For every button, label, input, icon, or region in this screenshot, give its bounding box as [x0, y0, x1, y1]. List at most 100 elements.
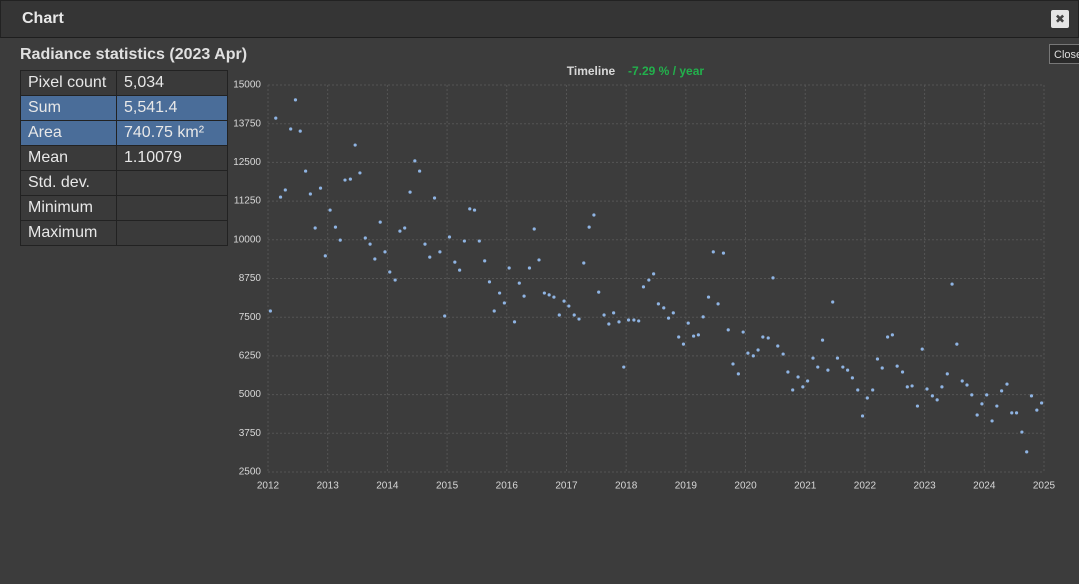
stat-value: 740.75 km² — [116, 120, 228, 146]
point — [323, 254, 327, 258]
point — [343, 178, 347, 182]
point — [368, 242, 372, 246]
x-tick-label: 2019 — [675, 481, 698, 492]
point — [716, 302, 720, 306]
point — [965, 383, 969, 387]
point — [761, 335, 765, 339]
point — [756, 348, 760, 352]
x-tick-label: 2021 — [794, 481, 817, 492]
point — [547, 293, 551, 297]
point — [846, 368, 850, 372]
point — [711, 250, 715, 254]
point — [960, 379, 964, 383]
x-tick-label: 2016 — [496, 481, 519, 492]
point — [393, 278, 397, 282]
point — [726, 328, 730, 332]
point — [910, 384, 914, 388]
point — [1020, 430, 1024, 434]
x-tick-label: 2023 — [913, 481, 936, 492]
point — [900, 370, 905, 374]
point — [532, 227, 536, 231]
point — [298, 129, 302, 133]
point — [662, 306, 666, 310]
point — [318, 186, 323, 190]
stat-label: Minimum — [20, 195, 117, 221]
point — [692, 334, 696, 338]
point — [458, 268, 462, 272]
point — [522, 294, 526, 298]
point — [860, 414, 865, 418]
point — [278, 195, 283, 199]
point — [731, 362, 735, 366]
point — [945, 372, 949, 376]
point — [487, 280, 492, 284]
point — [975, 413, 979, 417]
stat-value — [116, 170, 228, 196]
point — [408, 190, 412, 194]
point — [950, 282, 954, 286]
point — [880, 366, 884, 370]
y-tick-label: 15000 — [233, 80, 261, 91]
point — [920, 347, 924, 351]
point — [706, 295, 711, 299]
point — [970, 393, 974, 397]
point — [856, 388, 860, 392]
point — [557, 313, 561, 317]
point — [453, 260, 457, 264]
stat-value — [116, 195, 228, 221]
point — [925, 387, 929, 391]
y-tick-label: 12500 — [233, 157, 261, 168]
point — [432, 196, 437, 200]
y-tick-label: 11250 — [234, 196, 262, 207]
point — [304, 169, 308, 173]
x-tick-label: 2018 — [615, 481, 638, 492]
point — [816, 365, 820, 369]
point — [915, 404, 920, 408]
point — [686, 321, 690, 325]
stats-row: Pixel count 5,034 — [20, 70, 228, 96]
point — [1029, 394, 1034, 398]
point — [751, 354, 755, 358]
point — [562, 299, 566, 303]
point — [527, 266, 532, 270]
stat-value: 1.10079 — [116, 145, 228, 171]
point — [1025, 450, 1029, 454]
point — [552, 295, 556, 299]
x-tick-label: 2017 — [555, 481, 578, 492]
point — [641, 285, 646, 289]
point — [940, 385, 944, 389]
point — [308, 192, 312, 196]
point — [771, 276, 775, 280]
x-tick-label: 2020 — [734, 481, 757, 492]
point — [622, 365, 626, 369]
point — [841, 365, 845, 369]
point — [483, 259, 487, 263]
close-button[interactable]: Close — [1049, 44, 1079, 64]
point — [492, 309, 496, 313]
point — [666, 316, 671, 320]
point — [701, 315, 705, 319]
close-icon[interactable]: ✖ — [1051, 10, 1069, 28]
point — [472, 208, 477, 212]
point — [542, 291, 546, 295]
point — [537, 258, 541, 262]
point — [438, 250, 442, 254]
point — [935, 398, 939, 402]
point — [1014, 411, 1019, 415]
x-tick-label: 2022 — [854, 481, 877, 492]
y-tick-label: 8750 — [239, 273, 262, 284]
point — [447, 235, 452, 239]
point — [835, 356, 840, 360]
x-tick-label: 2015 — [436, 481, 459, 492]
point — [607, 322, 611, 326]
x-tick-label: 2024 — [973, 481, 996, 492]
point — [612, 311, 616, 315]
point — [617, 320, 621, 324]
point — [418, 169, 422, 173]
point — [776, 344, 780, 348]
point — [980, 402, 984, 406]
point — [328, 208, 332, 212]
y-tick-label: 13750 — [233, 118, 261, 129]
point — [413, 159, 417, 163]
stat-label: Maximum — [20, 220, 117, 246]
